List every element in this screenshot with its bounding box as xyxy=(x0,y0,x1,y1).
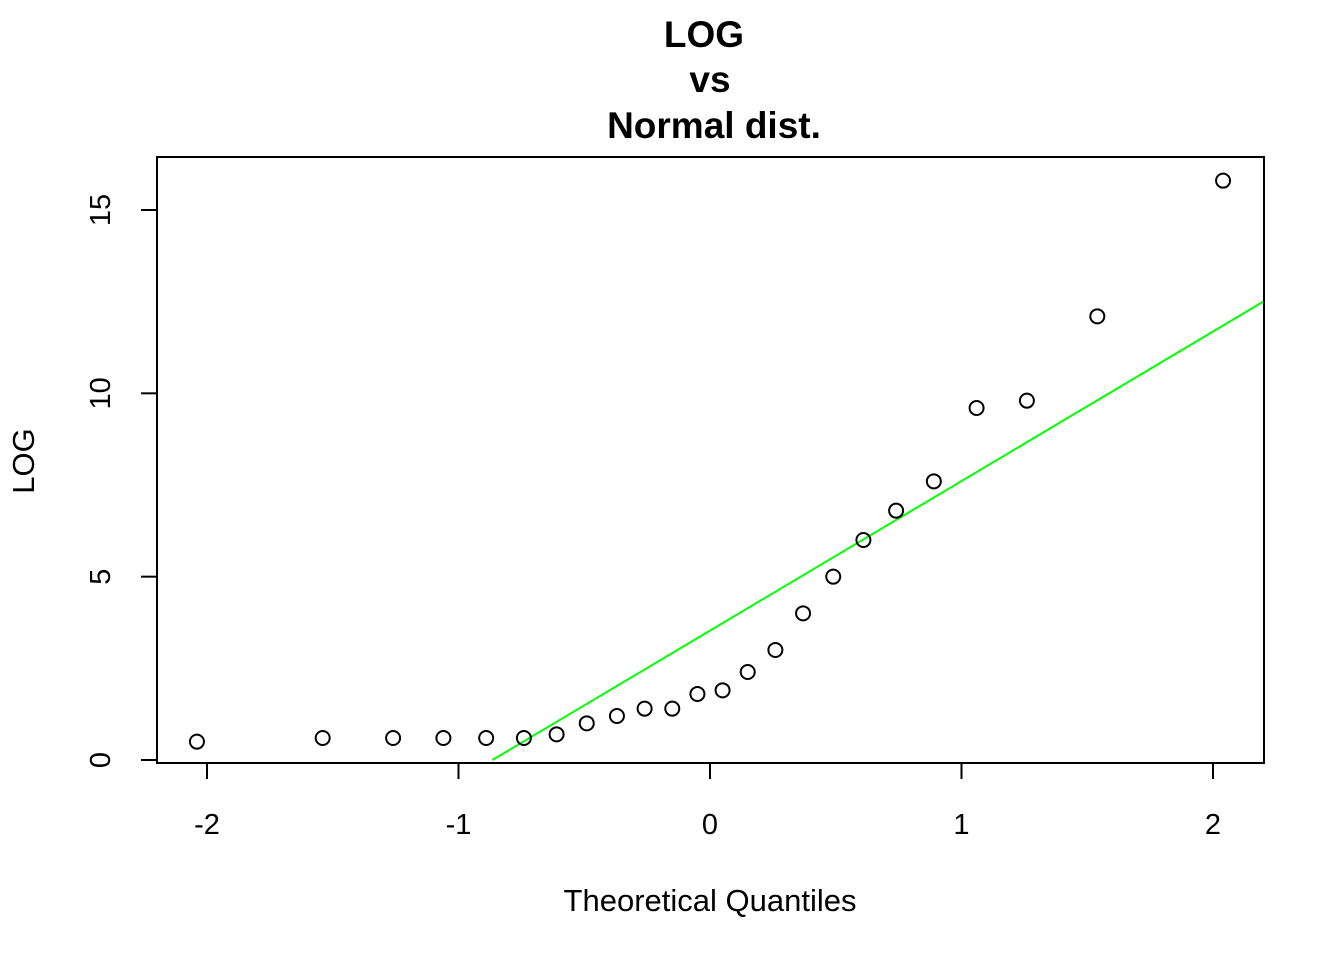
data-point xyxy=(1018,392,1035,409)
qq-reference-line xyxy=(491,300,1264,761)
data-point xyxy=(515,729,532,746)
x-tick-label: -1 xyxy=(446,809,472,841)
data-point xyxy=(188,733,205,750)
data-point xyxy=(478,729,495,746)
data-point xyxy=(925,473,942,490)
y-tick-label: 10 xyxy=(85,377,117,409)
data-point xyxy=(608,707,625,724)
data-point xyxy=(825,568,842,585)
data-point xyxy=(314,729,331,746)
data-point xyxy=(795,605,812,622)
x-tick-label: 2 xyxy=(1205,809,1221,841)
data-point xyxy=(767,641,784,658)
x-tick-label: -2 xyxy=(194,809,220,841)
data-point xyxy=(385,729,402,746)
x-axis: -2 -1 0 1 2 xyxy=(194,762,1221,841)
data-point xyxy=(739,663,756,680)
data-point xyxy=(435,729,452,746)
x-axis-label: Theoretical Quantiles xyxy=(564,883,857,918)
y-axis: 0 5 10 15 xyxy=(85,194,158,768)
data-point xyxy=(714,682,731,699)
y-tick-label: 15 xyxy=(85,194,117,226)
chart-title-line-3: Normal dist. xyxy=(607,105,821,146)
data-point xyxy=(1215,172,1232,189)
data-point xyxy=(888,502,905,519)
y-tick-label: 0 xyxy=(85,752,117,768)
data-point xyxy=(968,399,985,416)
y-tick-label: 5 xyxy=(85,569,117,585)
chart-title-line-2: vs xyxy=(689,59,730,100)
data-point xyxy=(548,726,565,743)
data-point xyxy=(689,685,706,702)
plot-area xyxy=(188,172,1264,761)
chart-title-line-1: LOG xyxy=(664,14,744,55)
x-tick-label: 1 xyxy=(953,809,969,841)
data-point xyxy=(578,715,595,732)
y-axis-label: LOG xyxy=(6,428,41,493)
data-point xyxy=(855,531,872,548)
data-point xyxy=(636,700,653,717)
data-point xyxy=(664,700,681,717)
data-point xyxy=(1089,308,1106,325)
plot-frame xyxy=(156,156,1265,764)
x-tick-label: 0 xyxy=(702,809,718,841)
